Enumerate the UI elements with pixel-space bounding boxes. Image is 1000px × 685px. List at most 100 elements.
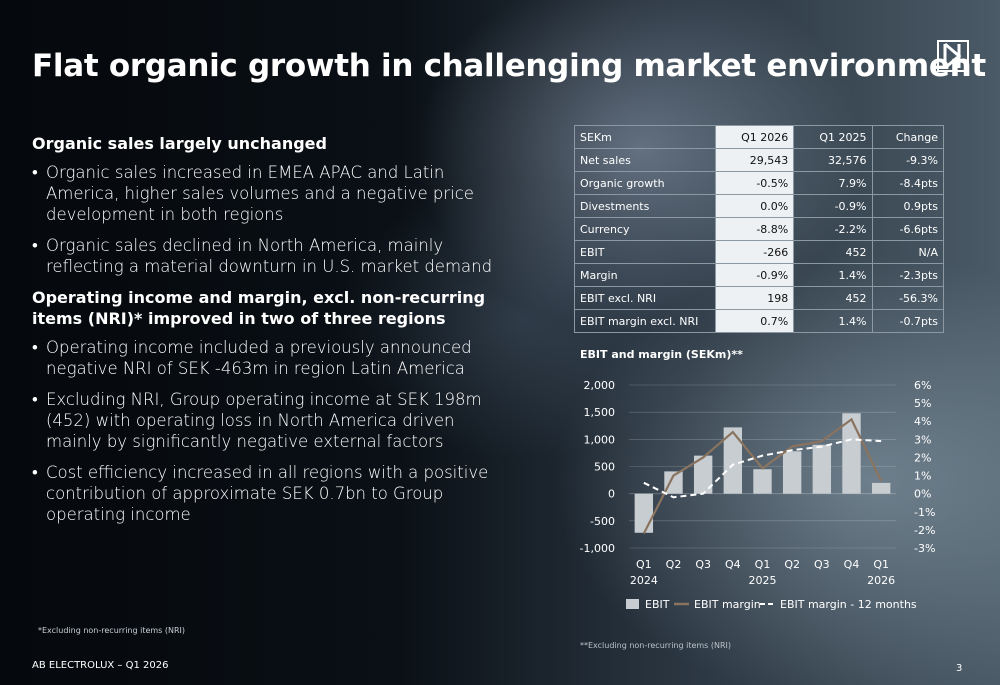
table-cell: 7.9% [793, 171, 873, 195]
section-operating-income: Operating income and margin, excl. non-r… [32, 287, 510, 525]
bullet-list: • Organic sales increased in EMEA APAC an… [32, 162, 510, 277]
legend-label-ebit: EBIT [645, 598, 670, 611]
footer-company: AB ELECTROLUX – Q1 2026 [32, 660, 169, 671]
footnote: *Excluding non-recurring items (NRI) [38, 626, 186, 635]
section-heading: Operating income and margin, excl. non-r… [32, 288, 486, 328]
bullet-item: • Organic sales increased in EMEA APAC an… [32, 162, 510, 225]
table-cell: -2.2% [793, 217, 873, 241]
ebit-margin-line [642, 417, 883, 535]
table-cell: -266 [714, 240, 795, 264]
bullet-marker: • [32, 390, 38, 409]
table-row: EBIT -266 452 N/A [574, 240, 944, 264]
table-cell: 0.9pts [871, 194, 944, 218]
table-cell: 29,543 [714, 148, 795, 172]
column-header: Q1 2025 [793, 125, 873, 149]
y-tick-label: 1,000 [584, 433, 616, 446]
row-label: Net sales [574, 148, 716, 172]
row-label: Organic growth [574, 171, 716, 195]
ebit-margin-chart: 2,000 1,500 1,000 500 0 -500 -1,000 6% 5% 4% 3% 2% 1… [580, 379, 936, 611]
table-cell: -8.8% [714, 217, 795, 241]
row-label: EBIT [574, 240, 716, 264]
page-title: Flat organic growth in challenging marke… [32, 48, 986, 84]
bullet-item: • Cost efficiency increased in all region… [32, 462, 510, 525]
x-tick-label: Q4 [725, 558, 741, 571]
table-cell: 198 [714, 286, 795, 310]
y2-tick-label: -2% [914, 524, 935, 537]
y-tick-label: 1,500 [584, 406, 616, 419]
table-cell: -6.6pts [871, 217, 944, 241]
table-cell: -0.5% [714, 171, 795, 195]
bar [782, 451, 802, 494]
bar [871, 482, 891, 494]
legend-label-ebit-margin: EBIT margin [694, 598, 761, 611]
table-cell: 0.7% [714, 309, 795, 333]
y2-tick-label: -1% [914, 506, 935, 519]
bullet-item: • Excluding NRI, Group operating income a… [32, 389, 510, 452]
x-tick-label: Q1 [636, 558, 652, 571]
y2-tick-label: 3% [914, 433, 931, 446]
table-row: Net sales 29,543 32,576 -9.3% [574, 148, 944, 172]
table-row: Margin -0.9% 1.4% -2.3pts [574, 263, 944, 287]
table-cell: -8.4pts [871, 171, 944, 195]
x-tick-label: Q2 [666, 558, 682, 571]
table-cell: -56.3% [871, 286, 944, 310]
y-tick-label: 500 [594, 461, 615, 474]
bullet-text: Cost efficiency increased in all regions… [46, 463, 489, 524]
row-label: Currency [574, 217, 716, 241]
y2-tick-label: 0% [914, 488, 931, 501]
ebit-margin-12m-line [643, 438, 882, 499]
legend-label-ebit-margin-12m: EBIT margin - 12 months [780, 598, 917, 611]
bullet-marker: • [32, 163, 38, 182]
x-tick-label: Q2 [784, 558, 800, 571]
bullet-text: Excluding NRI, Group operating income at… [46, 390, 482, 451]
table-cell: 1.4% [793, 309, 873, 333]
table-cell: -0.9% [793, 194, 873, 218]
table-cell: -0.9% [714, 263, 795, 287]
table-cell: 0.0% [714, 194, 795, 218]
y2-tick-label: 2% [914, 451, 931, 464]
page-number: 3 [956, 663, 963, 674]
bar [753, 469, 772, 494]
x-tick-label: Q1 [755, 558, 771, 571]
y2-tick-label: 6% [914, 379, 931, 392]
y-tick-label: -1,000 [580, 542, 615, 555]
y-tick-label: 2,000 [584, 379, 616, 392]
bullet-marker: • [32, 236, 38, 255]
table-row: Divestments 0.0% -0.9% 0.9pts [574, 194, 944, 218]
legend-swatch-ebit [626, 599, 639, 609]
column-header: Change [871, 125, 944, 149]
row-label: Margin [574, 263, 716, 287]
chart-title: EBIT and margin (SEKm)** [580, 348, 743, 361]
table-cell: -2.3pts [871, 263, 944, 287]
row-label: Divestments [574, 194, 716, 218]
bullet-item: • Organic sales declined in North America… [32, 235, 510, 277]
x-year-label: 2024 [630, 574, 658, 587]
bar [693, 455, 713, 494]
x-tick-label: Q4 [844, 558, 860, 571]
bullet-text: Organic sales declined in North America,… [46, 236, 493, 276]
row-label: EBIT margin excl. NRI [574, 309, 716, 333]
table-row: Organic growth -0.5% 7.9% -8.4pts [574, 171, 944, 195]
x-tick-label: Q1 [873, 558, 889, 571]
table-row: EBIT excl. NRI 198 452 -56.3% [574, 286, 944, 310]
x-year-label: 2025 [749, 574, 777, 587]
y2-tick-label: 1% [914, 470, 931, 483]
row-label: EBIT excl. NRI [574, 286, 716, 310]
bullet-list: • Operating income included a previously … [32, 337, 510, 525]
bullet-marker: • [32, 463, 38, 482]
table-cell: 452 [793, 240, 873, 264]
table-cell: 32,576 [793, 148, 873, 172]
table-row: EBIT margin excl. NRI 0.7% 1.4% -0.7pts [574, 309, 944, 333]
x-year-label: 2026 [867, 574, 895, 587]
y2-tick-label: -3% [914, 542, 935, 555]
bullet-text: Organic sales increased in EMEA APAC and… [46, 163, 474, 224]
bar [842, 413, 861, 494]
y2-tick-label: 5% [914, 397, 931, 410]
table-header-row: SEKm Q1 2026 Q1 2025 Change [574, 125, 944, 149]
section-heading: Organic sales largely unchanged [32, 134, 327, 153]
y-tick-label: -500 [590, 515, 615, 528]
x-tick-label: Q3 [814, 558, 830, 571]
bar [812, 444, 832, 494]
kpi-table: SEKm Q1 2026 Q1 2025 Change Net sales 29,… [574, 125, 944, 333]
